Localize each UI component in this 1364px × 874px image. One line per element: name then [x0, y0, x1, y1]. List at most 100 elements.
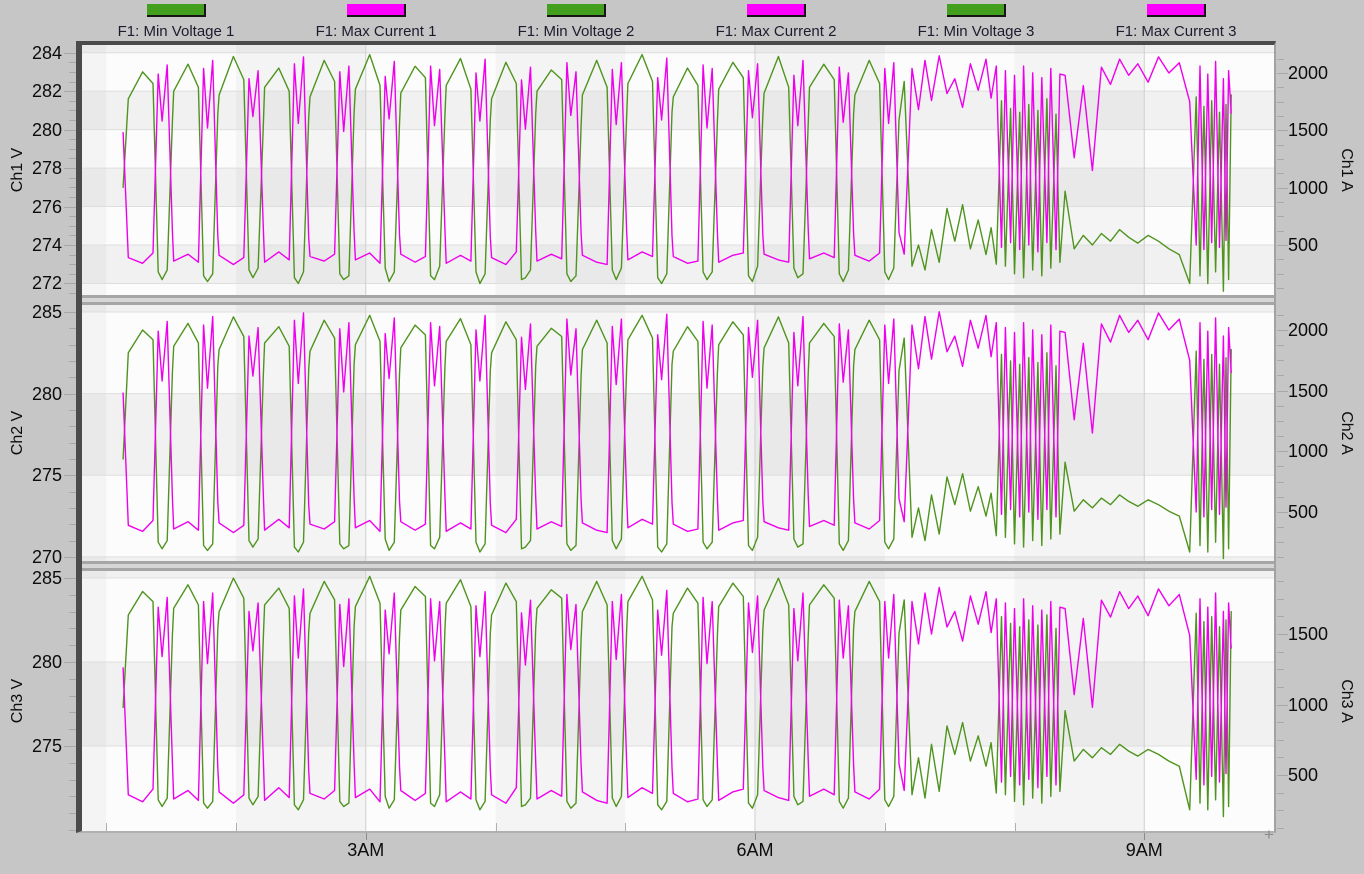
right-axis-title-ch1: Ch1 A: [1338, 148, 1355, 192]
tick-mark: [69, 235, 76, 237]
tick-mark: [69, 409, 76, 411]
tick-mark: [1277, 581, 1284, 583]
series-f1-max-current-1: [122, 55, 1232, 266]
y-tick-label: 285: [31, 568, 62, 589]
tick-mark: [69, 110, 76, 112]
tick-mark: [69, 216, 76, 218]
tick-mark: [1277, 466, 1284, 468]
y-tick-label: 275: [31, 465, 62, 486]
tick-mark: [1277, 722, 1284, 724]
y-tick-label: 274: [31, 235, 62, 255]
tick-mark: [1277, 115, 1284, 117]
legend-item-label: F1: Min Voltage 2: [517, 23, 635, 40]
panel-separator: [82, 561, 1274, 571]
x-tick-label: 6AM: [736, 840, 774, 860]
tick-mark: [69, 62, 76, 64]
plot-panel-ch1[interactable]: [82, 45, 1274, 295]
tick-mark: [1277, 616, 1284, 618]
tick-mark: [64, 129, 76, 131]
tick-mark: [1277, 314, 1284, 316]
x-tick-label: 9AM: [1125, 840, 1163, 860]
legend-item-4[interactable]: F1: Max Current 2: [681, 4, 871, 40]
y-tick-label: 276: [31, 196, 62, 217]
tick-mark: [1277, 375, 1284, 377]
legend-item-1[interactable]: F1: Min Voltage 1: [81, 4, 271, 40]
tick-mark: [1277, 739, 1284, 741]
tick-mark: [69, 712, 76, 714]
legend-item-5[interactable]: F1: Min Voltage 3: [881, 4, 1071, 40]
plot-panel-ch2[interactable]: [82, 305, 1274, 561]
tick-mark: [1277, 230, 1284, 232]
tick-mark: [69, 442, 76, 444]
tick-mark: [69, 139, 76, 141]
voltage-swatch-icon: [546, 4, 606, 17]
tick-mark: [69, 611, 76, 613]
y-tick-label: 1000: [1288, 441, 1329, 462]
y-tick-label: 500: [1288, 501, 1319, 522]
tick-mark: [1277, 420, 1284, 422]
legend-item-2[interactable]: F1: Max Current 1: [281, 4, 471, 40]
plot-panel-ch3[interactable]: [82, 571, 1274, 831]
y-tick-label: 280: [31, 119, 62, 140]
tick-mark: [1277, 481, 1284, 483]
tick-mark: [1277, 527, 1284, 529]
series-f1-min-voltage-2: [122, 314, 1232, 560]
legend-item-label: F1: Max Current 3: [1115, 23, 1237, 40]
y-tick-label: 282: [31, 81, 62, 102]
tick-mark: [1277, 669, 1284, 671]
tick-mark: [1144, 833, 1146, 840]
legend-item-label: F1: Min Voltage 3: [917, 23, 1035, 40]
right-axis-title-ch3: Ch3 A: [1338, 679, 1355, 723]
tick-mark: [1277, 87, 1284, 89]
tick-mark: [625, 823, 627, 831]
tick-mark: [1277, 775, 1288, 777]
tick-mark: [64, 312, 76, 314]
tick-mark: [1277, 72, 1288, 74]
tick-mark: [69, 148, 76, 150]
series-f1-max-current-3: [122, 586, 1232, 804]
tick-mark: [1277, 598, 1284, 600]
tick-mark: [1277, 634, 1288, 636]
tick-mark: [64, 746, 76, 747]
legend-item-3[interactable]: F1: Min Voltage 2: [481, 4, 671, 40]
tick-mark: [1277, 757, 1284, 759]
tick-mark: [69, 328, 76, 330]
tick-mark: [64, 556, 76, 558]
tick-mark: [106, 823, 108, 831]
tick-mark: [1277, 436, 1284, 438]
plot-canvas-ch1: [82, 45, 1274, 295]
tick-mark: [1277, 390, 1288, 392]
tick-mark: [69, 540, 76, 542]
tick-mark: [1277, 173, 1284, 175]
tick-mark: [1277, 130, 1288, 132]
tick-mark: [69, 293, 76, 295]
tick-mark: [64, 283, 76, 285]
tick-mark: [1277, 511, 1288, 513]
tick-mark: [69, 225, 76, 227]
tick-mark: [1277, 810, 1284, 812]
y-tick-label: 272: [31, 273, 62, 294]
tick-mark: [1277, 101, 1284, 103]
legend-item-6[interactable]: F1: Max Current 3: [1081, 4, 1271, 40]
tick-mark: [69, 695, 76, 697]
left-axis-title-ch3: Ch3 V: [9, 678, 26, 724]
tick-mark: [1277, 345, 1284, 347]
tick-mark: [69, 729, 76, 731]
tick-mark: [1277, 201, 1284, 203]
tick-mark: [64, 578, 76, 580]
tick-mark: [69, 762, 76, 764]
tick-mark: [1277, 651, 1284, 653]
tick-mark: [64, 91, 76, 93]
y-tick-label: 500: [1288, 765, 1319, 786]
tick-mark: [236, 823, 237, 831]
tick-mark: [69, 796, 76, 798]
tick-mark: [69, 273, 76, 275]
tick-mark: [755, 833, 756, 840]
tick-mark: [1277, 58, 1284, 60]
tick-mark: [64, 393, 76, 395]
tick-mark: [69, 158, 76, 160]
tick-mark: [69, 71, 76, 73]
tick-mark: [69, 829, 76, 831]
tick-mark: [69, 254, 76, 256]
current-swatch-icon: [1146, 4, 1206, 17]
